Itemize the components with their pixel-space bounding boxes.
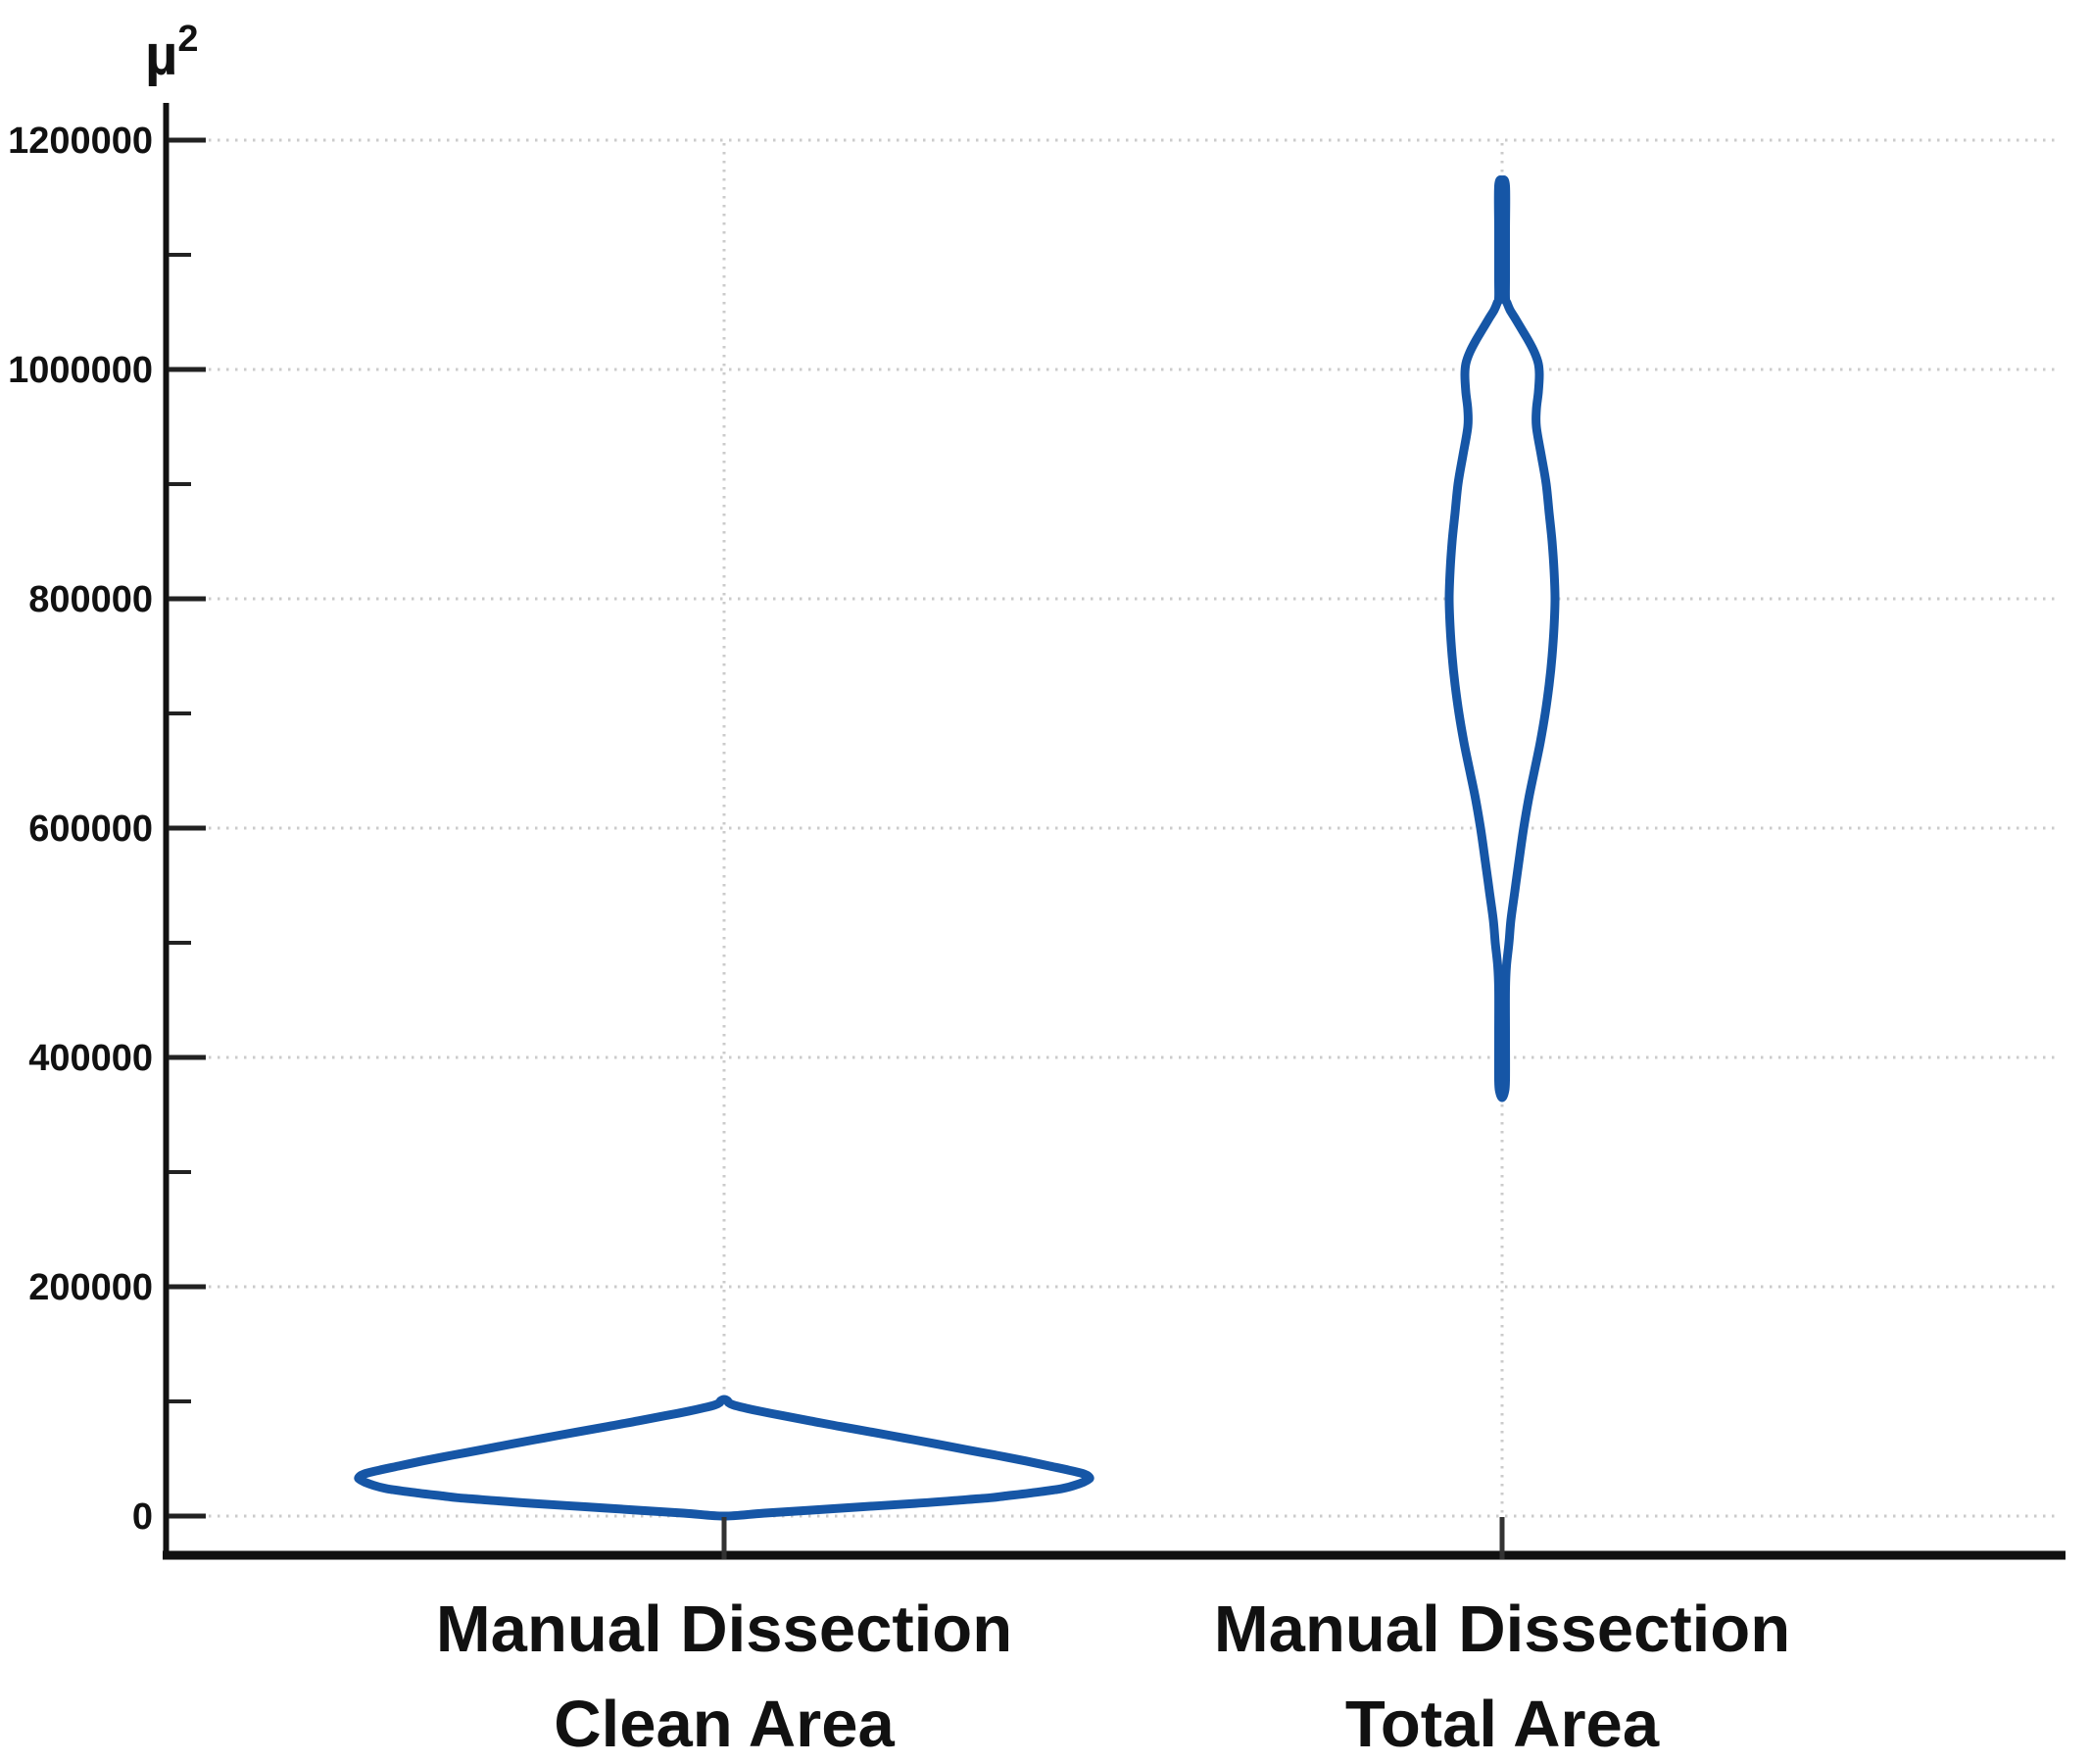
y-tick-label: 1200000	[8, 121, 153, 162]
x-category-label-line2: Clean Area	[554, 1688, 895, 1761]
x-category-label-line1: Manual Dissection	[1214, 1592, 1790, 1666]
violin-shape	[1444, 175, 1560, 1102]
y-tick-label: 0	[132, 1496, 153, 1538]
y-tick-label: 1000000	[8, 350, 153, 391]
y-tick-label: 400000	[28, 1038, 153, 1079]
y-axis-title: µ2	[145, 19, 199, 87]
y-tick-label: 200000	[28, 1267, 153, 1308]
violin-shape	[354, 1395, 1094, 1521]
y-tick-label: 800000	[28, 579, 153, 620]
x-category-label-line2: Total Area	[1345, 1688, 1660, 1761]
y-tick-label: 600000	[28, 808, 153, 850]
x-category-label-line1: Manual Dissection	[436, 1592, 1012, 1666]
